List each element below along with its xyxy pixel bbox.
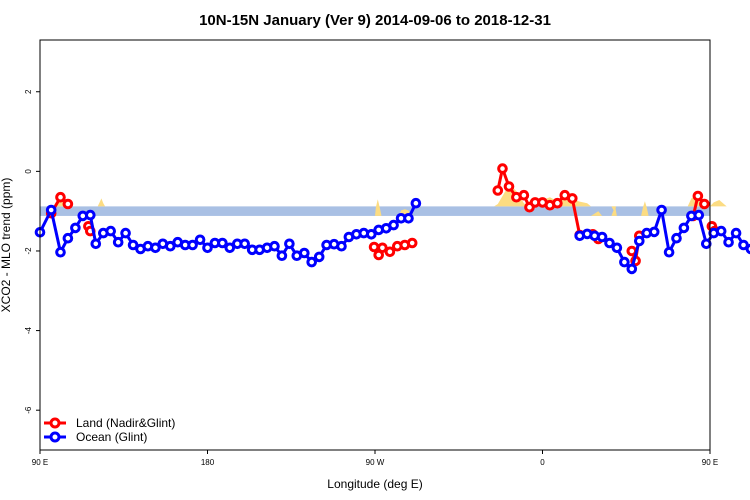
data-point-ocean-1-19 xyxy=(715,225,727,237)
data-point-ocean-0-40 xyxy=(336,240,347,252)
data-point-ocean-0-33 xyxy=(284,238,295,250)
data-point-ocean-1-12 xyxy=(663,246,675,258)
data-point-ocean-0-44 xyxy=(366,229,377,240)
data-point-ocean-0-50 xyxy=(410,197,422,209)
data-point-ocean-1-16 xyxy=(693,209,705,221)
topography-patch-1 xyxy=(97,198,106,207)
data-point-land-3-0 xyxy=(384,246,396,258)
data-point-ocean-1-17 xyxy=(701,238,712,250)
data-point-ocean-1-5 xyxy=(611,242,623,254)
data-point-ocean-1-22 xyxy=(738,239,749,251)
data-point-ocean-0-22 xyxy=(202,242,213,254)
data-point-ocean-0-1 xyxy=(45,204,57,216)
x-tick-label-4: 90 E xyxy=(702,458,718,467)
data-point-ocean-0-37 xyxy=(313,251,325,263)
topography-patch-8 xyxy=(611,206,616,212)
data-point-ocean-1-4 xyxy=(604,237,615,249)
y-tick-label-0: 2 xyxy=(24,89,33,94)
data-point-ocean-1-6 xyxy=(619,256,630,268)
data-point-ocean-0-12 xyxy=(127,239,139,251)
data-point-ocean-0-4 xyxy=(70,222,81,234)
data-point-land-2-2 xyxy=(377,242,388,254)
y-tick-label-1: 0 xyxy=(24,169,33,174)
data-point-land-4-4 xyxy=(518,189,530,201)
data-point-land-4-0 xyxy=(492,185,504,196)
data-point-land-4-2 xyxy=(503,181,515,192)
data-point-ocean-1-8 xyxy=(634,235,645,247)
land-ocean-band xyxy=(40,206,710,216)
y-tick-label-4: -6 xyxy=(24,406,33,414)
data-point-ocean-1-14 xyxy=(678,222,690,234)
data-point-land-0-2 xyxy=(62,198,74,210)
data-point-ocean-1-3 xyxy=(596,231,608,243)
data-point-ocean-0-20 xyxy=(187,239,198,251)
data-point-land-7-1 xyxy=(692,190,704,202)
data-point-ocean-1-11 xyxy=(656,204,667,216)
data-point-land-3-3 xyxy=(406,237,418,249)
data-point-ocean-0-27 xyxy=(239,238,250,250)
legend-land-swatch-marker xyxy=(49,417,61,429)
legend-ocean-swatch-marker xyxy=(49,431,61,443)
data-point-ocean-0-31 xyxy=(269,240,280,252)
x-axis-label: Longitude (deg E) xyxy=(327,477,422,491)
data-point-ocean-0-47 xyxy=(388,219,399,231)
y-tick-label-2: -2 xyxy=(24,247,33,255)
topography-patch-6 xyxy=(590,211,603,216)
data-point-ocean-1-23 xyxy=(745,243,750,255)
data-point-ocean-0-3 xyxy=(62,232,74,244)
y-tick-label-3: -4 xyxy=(24,326,33,334)
legend-land-label: Land (Nadir&Glint) xyxy=(76,416,175,430)
x-tick-label-0: 90 E xyxy=(32,458,48,467)
x-tick-label-2: 90 W xyxy=(366,458,385,467)
data-point-ocean-0-9 xyxy=(105,225,116,237)
data-point-ocean-0-2 xyxy=(55,246,66,258)
x-axis: 90 E 180 90 W 0 90 E xyxy=(32,450,718,467)
data-point-ocean-0-11 xyxy=(120,227,131,239)
data-point-ocean-1-13 xyxy=(671,232,682,244)
data-point-ocean-0-25 xyxy=(224,242,236,254)
data-point-ocean-0-32 xyxy=(276,250,288,261)
x-tick-label-1: 180 xyxy=(201,458,215,467)
legend-item-land: Land (Nadir&Glint) xyxy=(44,416,175,430)
data-point-ocean-1-7 xyxy=(626,263,638,275)
topography-patch-2 xyxy=(375,199,382,216)
data-point-ocean-1-10 xyxy=(648,226,660,238)
topography-patch-10 xyxy=(687,196,703,207)
data-point-land-4-1 xyxy=(497,163,508,174)
data-point-ocean-0-10 xyxy=(112,236,124,248)
data-point-ocean-0-7 xyxy=(90,238,102,250)
topography-patch-11 xyxy=(710,200,727,207)
data-point-ocean-1-20 xyxy=(723,236,734,248)
data-point-ocean-0-17 xyxy=(165,240,176,252)
data-point-ocean-0-49 xyxy=(403,213,414,224)
legend-item-ocean: Ocean (Glint) xyxy=(44,430,147,444)
x-tick-label-3: 0 xyxy=(540,458,545,467)
data-point-ocean-0-21 xyxy=(194,234,206,246)
data-point-land-7-2 xyxy=(699,198,710,210)
legend-ocean-label: Ocean (Glint) xyxy=(76,430,147,444)
data-point-ocean-0-24 xyxy=(217,237,228,249)
data-point-ocean-1-21 xyxy=(730,227,742,239)
topography-patch-9 xyxy=(641,201,649,216)
data-point-land-0-1 xyxy=(55,191,66,203)
legend: Land (Nadir&Glint) Ocean (Glint) xyxy=(44,416,175,444)
y-axis: 2 0 -2 -4 -6 xyxy=(24,89,40,414)
data-point-ocean-0-35 xyxy=(299,247,310,259)
data-point-ocean-0-15 xyxy=(150,242,161,254)
data-point-ocean-0-36 xyxy=(306,256,318,268)
data-point-land-2-0 xyxy=(368,241,380,253)
data-point-ocean-0-6 xyxy=(85,209,96,221)
y-axis-label: XCO2 - MLO trend (ppm) xyxy=(0,178,13,313)
plot-area xyxy=(34,163,750,275)
chart-title: 10N-15N January (Ver 9) 2014-09-06 to 20… xyxy=(199,12,551,29)
data-point-land-4-11 xyxy=(567,193,578,204)
data-point-land-4-9 xyxy=(552,197,563,209)
